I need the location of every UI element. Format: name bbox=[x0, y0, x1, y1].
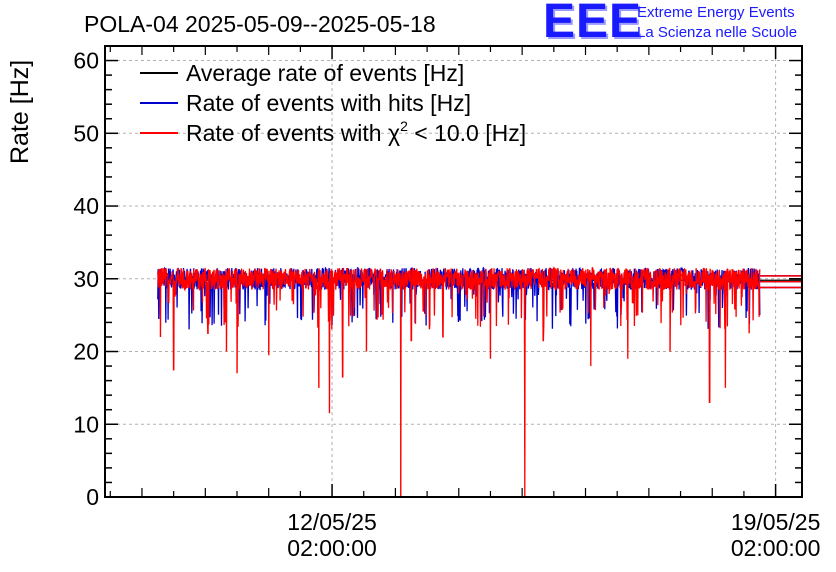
series-line-chi2 bbox=[157, 266, 761, 498]
eee-logo-line2: La Scienza nelle Scuole bbox=[637, 24, 798, 41]
x-tick-label: 19/05/25 bbox=[731, 509, 821, 535]
y-tick-label: 30 bbox=[73, 266, 99, 292]
series-layer bbox=[157, 266, 802, 498]
x-tick-label: 02:00:00 bbox=[731, 535, 821, 561]
x-tick-label: 12/05/25 bbox=[287, 509, 377, 535]
y-tick-label: 10 bbox=[73, 411, 99, 437]
eee-logo-mark: EEE bbox=[543, 0, 643, 48]
legend-label: Rate of events with hits [Hz] bbox=[186, 90, 471, 116]
y-axis-label: Rate [Hz] bbox=[6, 60, 34, 164]
plot-frame bbox=[104, 45, 803, 498]
x-tick-label: 02:00:00 bbox=[287, 535, 377, 561]
chart-title: POLA-04 2025-05-09--2025-05-18 bbox=[84, 11, 436, 37]
y-tick-label: 60 bbox=[73, 48, 99, 74]
legend-label: Rate of events with χ2 < 10.0 [Hz] bbox=[186, 118, 526, 146]
eee-logo: EEE Extreme Energy Events La Scienza nel… bbox=[543, 0, 836, 48]
legend-label: Average rate of events [Hz] bbox=[186, 60, 464, 86]
axis-layer: 010203040506012/05/2502:00:0019/05/2502:… bbox=[73, 45, 821, 561]
y-tick-label: 40 bbox=[73, 193, 99, 219]
y-tick-label: 50 bbox=[73, 120, 99, 146]
eee-logo-line1: Extreme Energy Events bbox=[637, 4, 795, 21]
legend: Average rate of events [Hz] Rate of event… bbox=[140, 60, 526, 146]
y-tick-label: 20 bbox=[73, 339, 99, 365]
y-tick-label: 0 bbox=[86, 484, 99, 510]
